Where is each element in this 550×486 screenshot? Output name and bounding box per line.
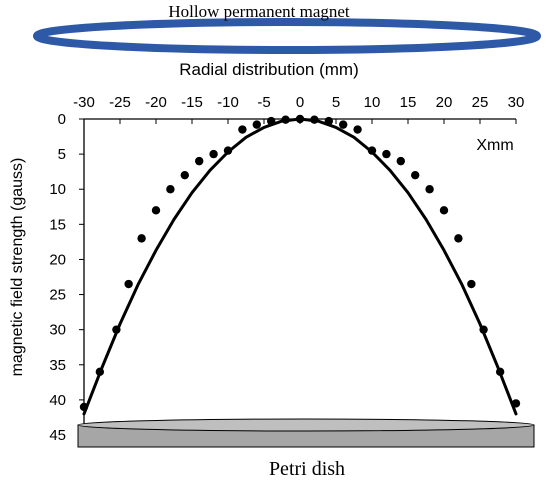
x-tick-label: -10: [217, 94, 239, 111]
data-point: [79, 402, 89, 412]
fit-curve: [82, 117, 518, 416]
data-point: [112, 325, 121, 334]
data-point: [281, 115, 290, 124]
data-point: [324, 116, 333, 126]
data-point: [495, 367, 505, 376]
data-point: [209, 149, 218, 159]
y-tick-label: 15: [49, 216, 66, 233]
data-point: [223, 146, 233, 155]
data-point: [238, 125, 247, 134]
data-point: [95, 367, 105, 376]
data-point: [367, 146, 377, 155]
petri-dish-rim: [77, 418, 535, 432]
data-point: [151, 206, 161, 215]
x-tick-label: 30: [508, 94, 525, 111]
hollow-magnet-ring: [33, 18, 541, 54]
y-tick-label: 45: [49, 427, 66, 444]
data-point: [252, 120, 261, 129]
y-tick-label: 0: [58, 111, 66, 128]
y-tick-label: 10: [49, 181, 66, 198]
x-tick-label: -20: [145, 94, 167, 111]
petri-dish: [77, 418, 535, 448]
y-tick-label: 20: [49, 251, 66, 268]
x-tick-label: -5: [257, 94, 270, 111]
data-point: [124, 279, 133, 289]
data-point: [180, 170, 189, 180]
x-axis-label: Radial distribution (mm): [179, 60, 359, 79]
y-tick-label: 40: [49, 392, 66, 409]
data-points: [79, 114, 521, 412]
y-tick-label: 5: [58, 146, 66, 163]
data-point: [467, 279, 476, 289]
x-ticks: -30 -25 -20 -15 -10 -5 0 5 10 15 20 25 30: [73, 94, 524, 124]
x-tick-label: 10: [364, 94, 381, 111]
data-point: [195, 156, 204, 166]
data-point: [511, 399, 521, 408]
y-tick-label: 25: [49, 287, 66, 304]
x-tick-label: 15: [400, 94, 417, 111]
x-tick-label: 5: [332, 94, 340, 111]
data-point: [353, 125, 362, 134]
data-point: [339, 120, 348, 129]
y-axis-label: magnetic field strength (gauss): [9, 158, 26, 377]
magnet-label: Hollow permanent magnet: [168, 2, 350, 21]
data-point: [425, 185, 434, 194]
x-tick-label: 0: [296, 94, 304, 111]
data-point: [396, 156, 405, 166]
y-tick-label: 30: [49, 322, 66, 339]
data-point: [454, 234, 463, 243]
x-tick-label: 20: [436, 94, 453, 111]
y-ticks: 0 5 10 15 20 25 30 35 40 45: [49, 111, 84, 444]
data-point: [166, 185, 175, 194]
x-tick-label: -25: [109, 94, 131, 111]
data-point: [267, 116, 276, 126]
petri-dish-label: Petri dish: [269, 458, 345, 480]
y-tick-label: 35: [49, 357, 66, 374]
data-point: [479, 325, 488, 334]
data-point: [310, 115, 319, 124]
data-point: [382, 149, 391, 159]
x-tick-label: 25: [472, 94, 489, 111]
axes: [83, 118, 516, 435]
axis-annotation: Xmm: [476, 137, 513, 154]
data-point: [411, 170, 420, 180]
x-tick-label: -30: [73, 94, 95, 111]
x-tick-label: -15: [181, 94, 203, 111]
data-point: [439, 206, 449, 215]
data-point: [137, 234, 146, 243]
data-point: [295, 114, 305, 124]
